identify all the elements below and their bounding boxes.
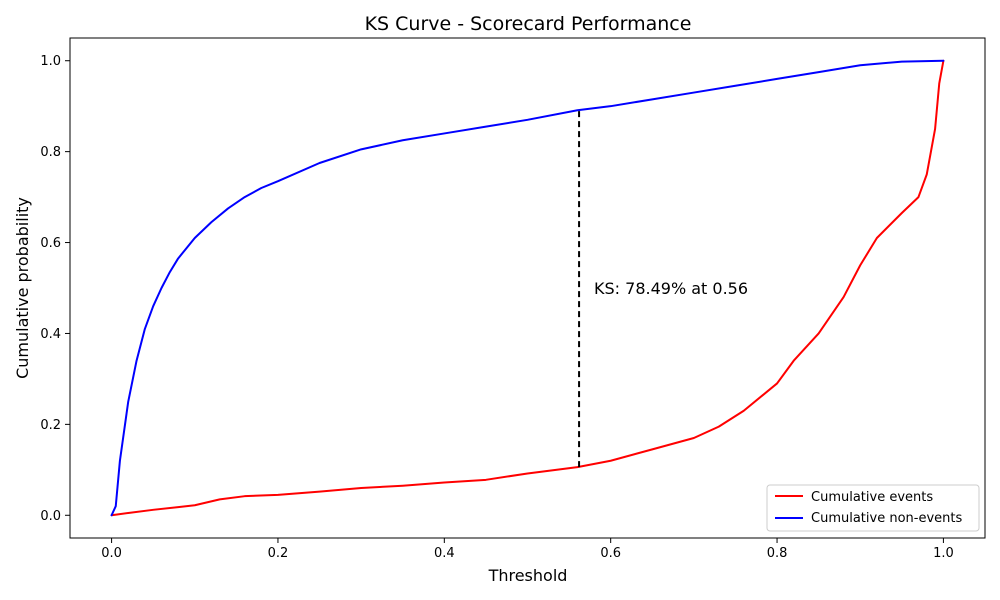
y-tick-label: 0.2	[40, 418, 61, 433]
series-layer	[110, 59, 945, 517]
legend-label-events: Cumulative events	[811, 490, 933, 505]
axes-frame	[69, 37, 986, 539]
events-curve	[110, 59, 945, 517]
y-tick-label: 0.6	[40, 236, 61, 251]
plot-area: 0.0 0.2 0.4 0.6 0.8 1.0 0.0 0.2 0.4 0.6 0.8 1.0 KS…	[40, 37, 986, 561]
x-tick-label: 0.6	[600, 546, 621, 561]
y-tick-label: 0.4	[40, 327, 61, 342]
y-tick-label: 0.0	[40, 509, 61, 524]
y-axis: 0.0 0.2 0.4 0.6 0.8 1.0	[40, 54, 70, 524]
y-tick-label: 0.8	[40, 145, 61, 160]
x-tick-label: 0.0	[101, 546, 122, 561]
annotation-layer: KS: 78.49% at 0.56	[578, 110, 748, 468]
chart-title: KS Curve - Scorecard Performance	[365, 13, 692, 35]
legend: Cumulative events Cumulative non-events	[766, 484, 980, 532]
non-events-curve	[110, 59, 945, 517]
y-tick-label: 1.0	[40, 54, 61, 69]
x-tick-label: 1.0	[933, 546, 954, 561]
legend-label-non-events: Cumulative non-events	[811, 511, 962, 526]
ks-annotation: KS: 78.49% at 0.56	[594, 279, 748, 298]
legend-box	[766, 484, 980, 532]
x-axis: 0.0 0.2 0.4 0.6 0.8 1.0	[101, 538, 954, 561]
y-axis-title: Cumulative probability	[13, 197, 32, 379]
x-tick-label: 0.8	[767, 546, 788, 561]
x-axis-title: Threshold	[488, 566, 568, 585]
x-tick-label: 0.4	[434, 546, 455, 561]
x-tick-label: 0.2	[268, 546, 289, 561]
